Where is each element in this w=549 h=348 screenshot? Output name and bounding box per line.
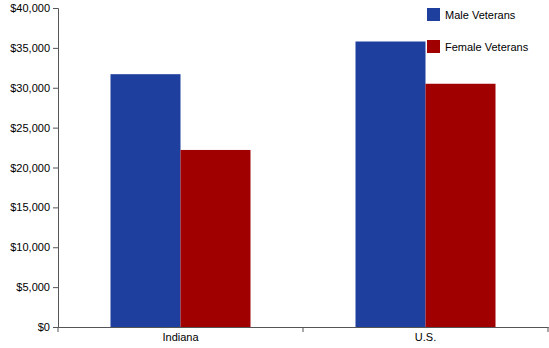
x-axis: Indiana U.S. xyxy=(58,327,549,343)
y-tick-label: $25,000 xyxy=(10,122,50,134)
plot: $0 $5,000 $10,000 $15,000 $20,000 $25,000 $30,… xyxy=(10,2,548,343)
y-tick-mark xyxy=(53,207,58,208)
y-axis: $0 $5,000 $10,000 $15,000 $20,000 $25,000 $30,… xyxy=(10,2,58,333)
chart: $0 $5,000 $10,000 $15,000 $20,000 $25,000 $30,… xyxy=(0,0,549,348)
y-tick-label: $5,000 xyxy=(16,281,50,293)
y-tick-label: $15,000 xyxy=(10,201,50,213)
bars xyxy=(111,41,496,327)
y-tick: $40,000 xyxy=(10,2,58,14)
bar xyxy=(356,41,426,327)
y-tick-label: $0 xyxy=(38,321,50,333)
legend-label: Female Veterans xyxy=(445,41,529,53)
y-tick-label: $35,000 xyxy=(10,42,50,54)
category-divider xyxy=(303,327,304,332)
category-divider xyxy=(58,327,59,332)
bar xyxy=(111,74,181,327)
legend-label: Male Veterans xyxy=(445,9,516,21)
category-divider xyxy=(548,327,549,332)
x-tick-label: U.S. xyxy=(415,331,436,343)
y-tick: $30,000 xyxy=(10,82,58,94)
legend-item: Female Veterans xyxy=(427,40,529,53)
x-tick: U.S. xyxy=(415,327,436,343)
y-tick: $5,000 xyxy=(16,281,58,293)
y-tick: $0 xyxy=(38,321,58,333)
y-tick-label: $30,000 xyxy=(10,82,50,94)
y-tick-label: $20,000 xyxy=(10,162,50,174)
y-tick-mark xyxy=(53,88,58,89)
bar xyxy=(181,150,251,327)
y-tick-mark xyxy=(53,247,58,248)
y-tick-label: $40,000 xyxy=(10,2,50,14)
y-tick: $10,000 xyxy=(10,241,58,253)
y-tick: $25,000 xyxy=(10,122,58,134)
bar xyxy=(426,84,496,327)
y-tick: $35,000 xyxy=(10,42,58,54)
y-tick-mark xyxy=(53,287,58,288)
y-tick-mark xyxy=(53,327,58,328)
y-tick: $15,000 xyxy=(10,201,58,213)
x-tick-label: Indiana xyxy=(162,331,199,343)
legend-swatch xyxy=(427,8,440,21)
legend-item: Male Veterans xyxy=(427,8,516,21)
y-tick-mark xyxy=(53,48,58,49)
y-tick-mark xyxy=(53,168,58,169)
legend-swatch xyxy=(427,40,440,53)
y-tick-mark xyxy=(53,128,58,129)
y-tick: $20,000 xyxy=(10,162,58,174)
x-tick: Indiana xyxy=(162,327,199,343)
y-tick-label: $10,000 xyxy=(10,241,50,253)
y-axis-line xyxy=(53,9,59,328)
y-tick-mark xyxy=(53,8,58,9)
legend: Male Veterans Female Veterans xyxy=(427,8,529,53)
